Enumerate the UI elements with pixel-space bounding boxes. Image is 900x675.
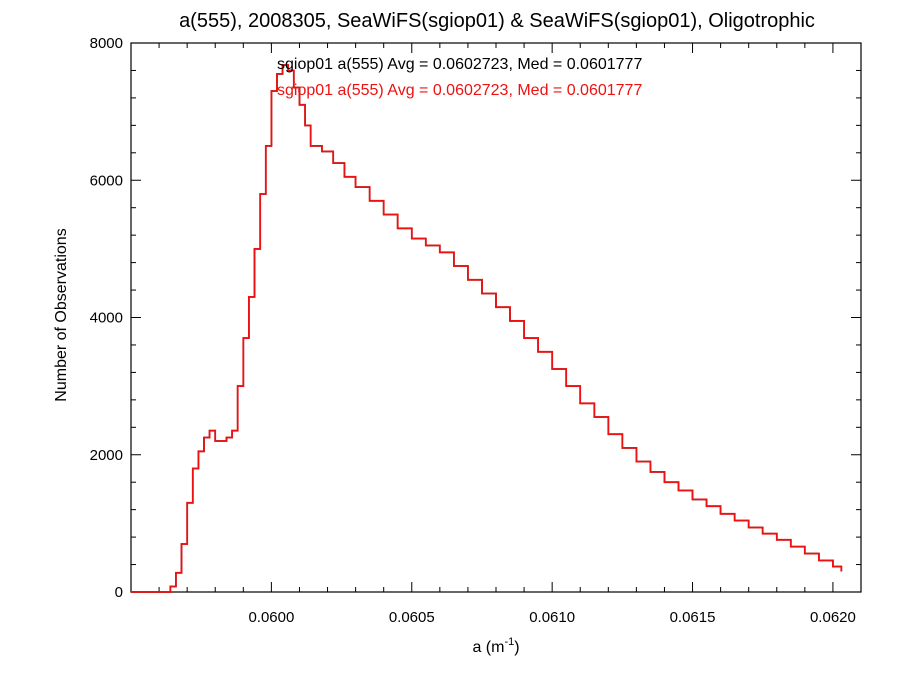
x-axis-label-suffix: ) [514,639,519,656]
y-tick-label: 8000 [90,35,123,52]
plot-frame [130,42,862,593]
legend-entry-1: sgiop01 a(555) Avg = 0.0602723, Med = 0.… [277,56,642,73]
x-tick-label: 0.0620 [810,609,856,626]
x-tick-label: 0.0605 [389,609,435,626]
chart-title: a(555), 2008305, SeaWiFS(sgiop01) & SeaW… [179,10,815,32]
legend-entry-2: sgiop01 a(555) Avg = 0.0602723, Med = 0.… [277,82,642,99]
histogram-series-2 [131,64,843,593]
y-tick-label: 0 [115,584,123,601]
y-axis-label: Number of Observations [53,228,70,401]
x-axis-label-superscript: -1 [504,636,514,648]
y-tick-label: 4000 [90,310,123,327]
x-tick-label: 0.0600 [248,609,294,626]
y-tick-label: 6000 [90,172,123,189]
x-axis-label: a (m-1) [472,636,519,656]
y-tick-label: 2000 [90,447,123,464]
plot-area: 0.0600 0.0605 0.0610 0.0615 0.0620 0 2000 4000 6… [90,35,862,626]
x-tick-label: 0.0610 [529,609,575,626]
x-axis-label-main: a (m [472,639,504,656]
x-tick-label: 0.0615 [670,609,716,626]
